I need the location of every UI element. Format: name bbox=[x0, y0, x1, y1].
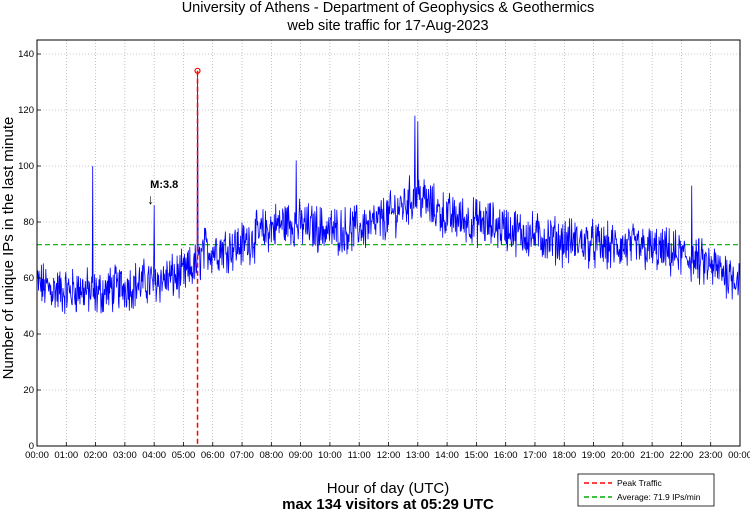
y-tick-label: 40 bbox=[23, 329, 34, 340]
x-tick-label: 09:00 bbox=[289, 450, 313, 461]
peak-marker bbox=[194, 67, 201, 74]
x-axis-label: Hour of day (UTC) bbox=[327, 480, 450, 497]
x-tick-label: 05:00 bbox=[172, 450, 196, 461]
y-axis-label: Number of unique IPs in the last minute bbox=[0, 117, 17, 380]
x-tick-label: 07:00 bbox=[230, 450, 254, 461]
x-tick-label: 00:00 bbox=[25, 450, 49, 461]
x-tick-label: 20:00 bbox=[611, 450, 635, 461]
annotation-label: M:3.8 bbox=[150, 179, 178, 191]
y-tick-label: 80 bbox=[23, 217, 34, 228]
x-tick-label: 23:00 bbox=[699, 450, 723, 461]
legend-average-label: Average: 71.9 IPs/min bbox=[617, 492, 701, 502]
x-tick-label: 17:00 bbox=[523, 450, 547, 461]
chart-title: University of Athens - Department of Geo… bbox=[182, 0, 595, 16]
y-tick-label: 0 bbox=[29, 441, 34, 452]
legend-box bbox=[577, 473, 715, 507]
y-tick-label: 120 bbox=[18, 105, 34, 116]
x-tick-label: 18:00 bbox=[552, 450, 576, 461]
x-tick-label: 21:00 bbox=[640, 450, 664, 461]
legend-peak-label: Peak Traffic bbox=[617, 478, 662, 488]
traffic-series-line bbox=[36, 70, 741, 315]
summary-text: max 134 visitors at 05:29 UTC bbox=[282, 496, 494, 511]
y-axis-ticks: 0 20 40 60 80 100 120 140 bbox=[18, 49, 41, 452]
x-tick-label: 11:00 bbox=[348, 450, 371, 461]
x-tick-label: 00:00 bbox=[728, 450, 750, 461]
x-tick-label: 10:00 bbox=[318, 450, 342, 461]
x-tick-label: 16:00 bbox=[494, 450, 518, 461]
x-tick-label: 01:00 bbox=[54, 450, 78, 461]
x-tick-label: 06:00 bbox=[201, 450, 225, 461]
x-tick-label: 19:00 bbox=[582, 450, 606, 461]
y-tick-label: 60 bbox=[23, 273, 34, 284]
annotation-arrow: ↓ bbox=[147, 191, 154, 207]
grid-lines bbox=[37, 40, 740, 446]
x-tick-label: 12:00 bbox=[377, 450, 401, 461]
x-axis-ticks: 00:00 01:00 02:00 03:00 04:00 05:00 06:00 07:00… bbox=[25, 442, 750, 461]
y-tick-label: 20 bbox=[23, 385, 34, 396]
x-tick-label: 03:00 bbox=[113, 450, 137, 461]
x-tick-label: 13:00 bbox=[406, 450, 430, 461]
y-tick-label: 140 bbox=[18, 49, 34, 60]
x-tick-label: 15:00 bbox=[464, 450, 488, 461]
chart-subtitle: web site traffic for 17-Aug-2023 bbox=[286, 18, 488, 34]
x-tick-label: 08:00 bbox=[259, 450, 283, 461]
y-tick-label: 100 bbox=[18, 161, 34, 172]
legend: Peak Traffic Average: 71.9 IPs/min bbox=[577, 473, 715, 507]
x-tick-label: 04:00 bbox=[142, 450, 166, 461]
x-tick-label: 02:00 bbox=[84, 450, 108, 461]
x-tick-label: 22:00 bbox=[670, 450, 694, 461]
x-tick-label: 14:00 bbox=[435, 450, 459, 461]
